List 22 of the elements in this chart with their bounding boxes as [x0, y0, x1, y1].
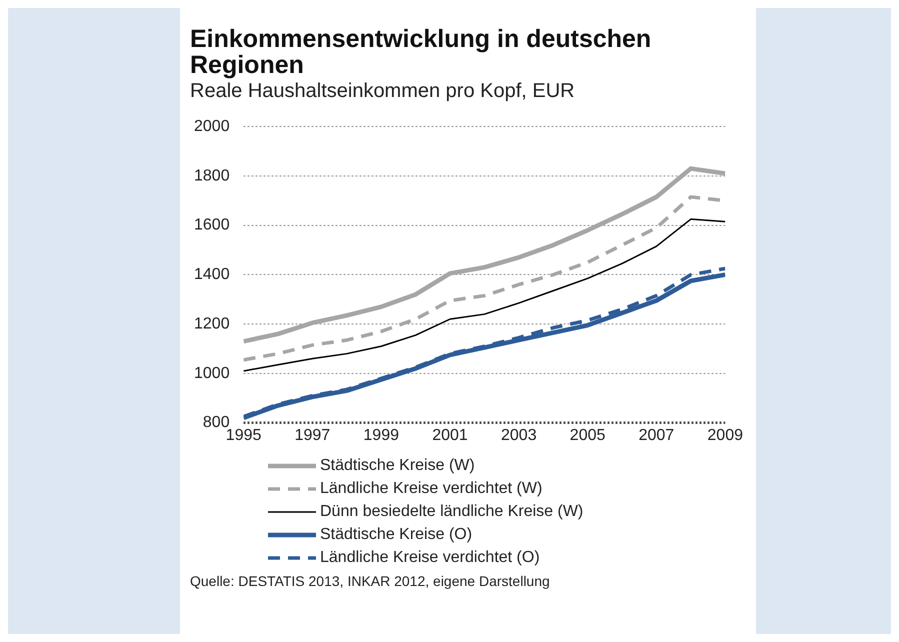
y-tick-label: 1000: [194, 364, 230, 382]
x-tick-label: 1995: [226, 426, 262, 444]
legend-label: Dünn besiedelte ländliche Kreise (W): [320, 502, 584, 520]
legend-label: Ländliche Kreise verdichtet (W): [320, 480, 542, 498]
y-tick-label: 1400: [194, 266, 230, 284]
x-tick-label: 2007: [638, 426, 674, 444]
x-tick-label: 2005: [570, 426, 606, 444]
x-tick-label: 2001: [432, 426, 468, 444]
y-tick-label: 1200: [194, 315, 230, 332]
x-tick-label: 1997: [294, 426, 330, 444]
legend-label: Städtische Kreise (O): [320, 526, 472, 544]
source-note: Quelle: DESTATIS 2013, INKAR 2012, eigene Darstellung: [190, 573, 551, 589]
chart-title: Einkommensentwicklung in deutschen Regionen: [190, 24, 652, 79]
legend-label: Ländliche Kreise verdichtet (O): [320, 548, 540, 566]
y-tick-label: 1800: [194, 167, 230, 184]
y-tick-label: 1600: [194, 216, 230, 234]
chart-subtitle: Reale Haushaltseinkommen pro Kopf, EUR: [190, 80, 576, 103]
y-tick-label: 2000: [194, 118, 230, 136]
legend-label: Städtische Kreise (W): [320, 456, 475, 474]
x-tick-label: 2009: [707, 426, 744, 444]
x-tick-label: 1999: [363, 426, 400, 444]
x-tick-label: 2003: [501, 426, 537, 444]
